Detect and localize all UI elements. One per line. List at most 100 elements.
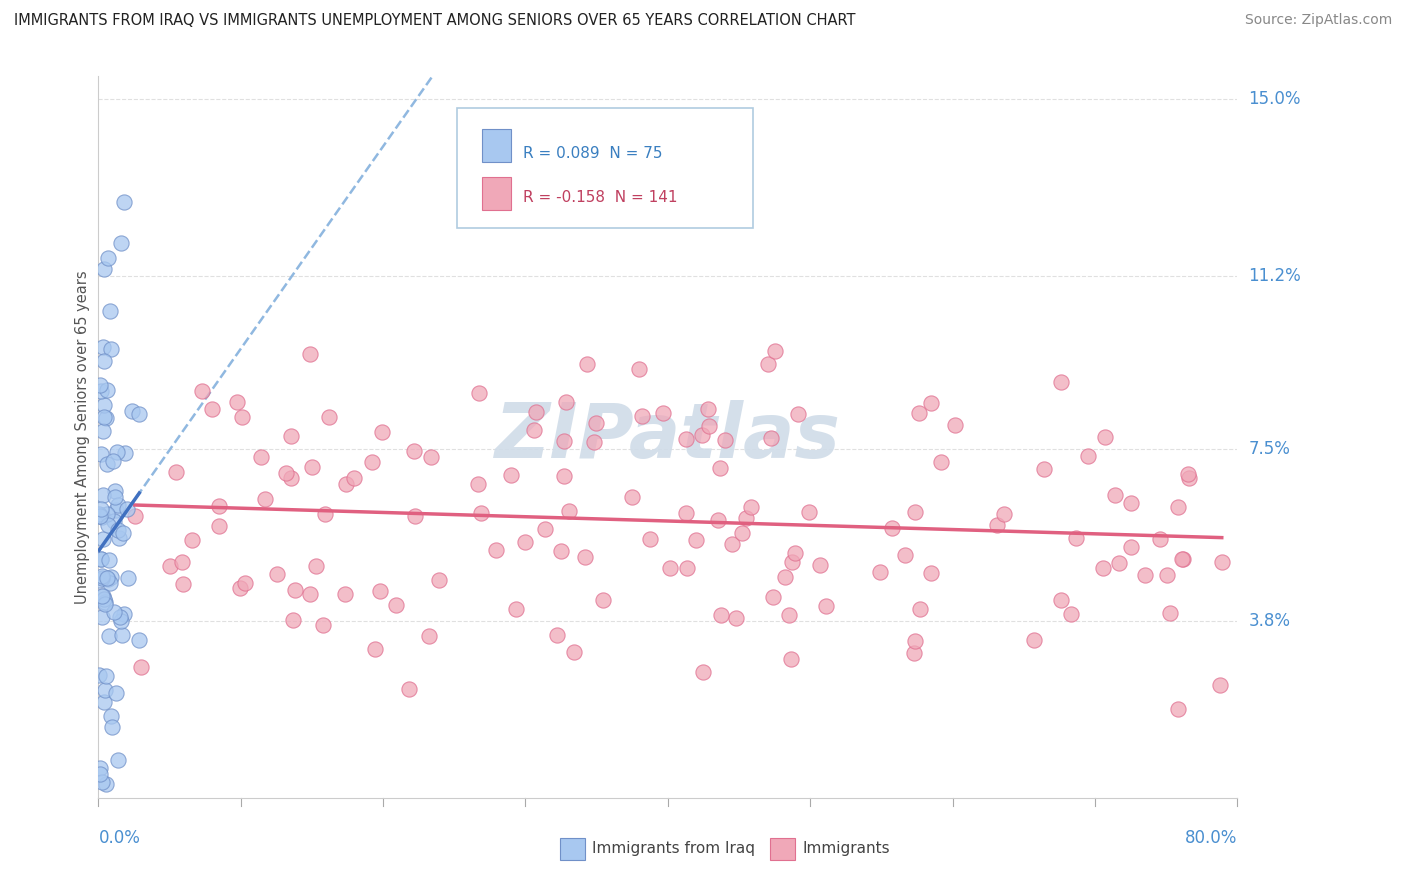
Point: [166, 465, 188, 479]
Point: [758, 357, 780, 371]
Point: [592, 593, 614, 607]
FancyBboxPatch shape: [482, 178, 510, 210]
Point: [89, 378, 111, 392]
Point: [89, 501, 111, 516]
Point: [1104, 488, 1126, 502]
Point: [1119, 540, 1142, 554]
Point: [398, 681, 420, 696]
Point: [675, 432, 697, 446]
Text: 3.8%: 3.8%: [1249, 612, 1291, 631]
Point: [652, 406, 675, 420]
Point: [1209, 678, 1232, 692]
Point: [384, 598, 406, 612]
Point: [96, 507, 118, 521]
Point: [128, 407, 150, 421]
Point: [621, 491, 644, 505]
Point: [105, 444, 128, 458]
Point: [1135, 567, 1157, 582]
Point: [904, 634, 927, 648]
Point: [274, 466, 297, 480]
Point: [112, 194, 135, 209]
Point: [280, 471, 302, 485]
Point: [780, 556, 803, 570]
Point: [93, 262, 115, 277]
Point: [418, 629, 440, 643]
Text: 80.0%: 80.0%: [1185, 829, 1237, 847]
Point: [93, 683, 115, 698]
Text: Source: ZipAtlas.com: Source: ZipAtlas.com: [1244, 13, 1392, 28]
Point: [880, 521, 903, 535]
Point: [107, 498, 129, 512]
FancyBboxPatch shape: [770, 838, 796, 860]
Point: [108, 609, 131, 624]
Point: [562, 645, 585, 659]
Text: R = -0.158  N = 141: R = -0.158 N = 141: [523, 190, 678, 205]
Point: [91, 610, 114, 624]
FancyBboxPatch shape: [457, 108, 754, 227]
Point: [534, 522, 557, 536]
Point: [740, 500, 762, 515]
Point: [685, 533, 707, 548]
Point: [335, 476, 357, 491]
Point: [111, 526, 134, 541]
Point: [1060, 607, 1083, 621]
Point: [98, 575, 121, 590]
Point: [283, 613, 305, 627]
Point: [710, 608, 733, 623]
Point: [786, 407, 808, 421]
Point: [709, 460, 731, 475]
Point: [761, 591, 783, 605]
Point: [908, 406, 931, 420]
Point: [91, 533, 114, 547]
Point: [97, 572, 120, 586]
Point: [773, 570, 796, 584]
Point: [721, 536, 744, 550]
Point: [91, 569, 114, 583]
Point: [208, 499, 231, 513]
Point: [869, 565, 891, 579]
FancyBboxPatch shape: [482, 129, 510, 161]
Point: [628, 362, 651, 376]
Point: [110, 615, 132, 629]
Point: [172, 555, 194, 569]
Point: [553, 469, 575, 483]
Point: [90, 447, 112, 461]
Point: [235, 575, 257, 590]
Point: [93, 424, 115, 438]
Point: [335, 587, 357, 601]
Point: [814, 599, 837, 613]
Point: [103, 605, 125, 619]
Point: [550, 544, 572, 558]
Point: [121, 403, 143, 417]
Point: [91, 589, 114, 603]
Point: [90, 571, 112, 585]
Point: [94, 777, 117, 791]
Point: [100, 342, 122, 356]
Point: [945, 417, 967, 432]
Point: [427, 573, 450, 587]
Point: [1149, 532, 1171, 546]
Point: [1092, 561, 1115, 575]
Point: [96, 457, 118, 471]
Point: [1156, 568, 1178, 582]
Point: [1094, 430, 1116, 444]
Point: [104, 491, 127, 505]
Point: [699, 419, 721, 434]
Point: [797, 506, 820, 520]
Point: [515, 534, 537, 549]
Point: [731, 525, 754, 540]
Point: [724, 611, 747, 625]
Point: [1167, 701, 1189, 715]
Point: [929, 455, 952, 469]
Point: [993, 507, 1015, 521]
Point: [91, 589, 114, 603]
Point: [101, 454, 124, 468]
Point: [124, 508, 146, 523]
Point: [96, 571, 118, 585]
Point: [91, 775, 114, 789]
Point: [284, 582, 307, 597]
Point: [114, 446, 136, 460]
Point: [172, 577, 194, 591]
Y-axis label: Unemployment Among Seniors over 65 years: Unemployment Among Seniors over 65 years: [75, 270, 90, 604]
Point: [104, 503, 127, 517]
